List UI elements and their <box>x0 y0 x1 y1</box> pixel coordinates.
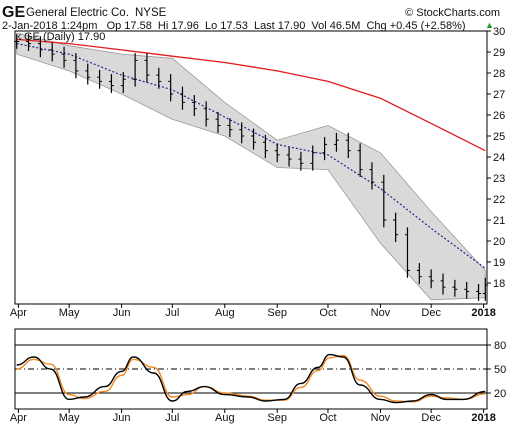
date-tick-label: Nov <box>371 307 391 319</box>
stochastic-tick-label: 20 <box>494 388 506 400</box>
price-bar <box>120 71 126 93</box>
quote-line: 2-Jan-2018 1:24pm Op 17.58 Hi 17.96 Lo 1… <box>2 20 466 32</box>
stochastic-tick-label: 80 <box>494 340 506 352</box>
date-tick-label: May <box>59 307 80 319</box>
price-tick-label: 26 <box>493 110 505 122</box>
price-bar <box>416 263 422 285</box>
price-bar <box>85 63 91 85</box>
price-bar <box>49 42 55 62</box>
price-bar <box>73 53 79 79</box>
price-bar <box>286 147 292 167</box>
ticker-symbol: GE <box>2 4 25 21</box>
price-tick-label: 21 <box>493 215 505 227</box>
price-legend: GE (Daily) 17.90 <box>24 31 105 43</box>
short-moving-average-line <box>16 43 486 269</box>
watermark: © StockCharts.com <box>405 7 500 19</box>
price-bar <box>37 36 43 58</box>
price-bar <box>440 273 446 295</box>
price-bar <box>345 132 351 159</box>
price-bar <box>476 284 482 301</box>
date-tick-label: Jun <box>113 412 131 424</box>
price-tick-label: 20 <box>493 236 505 248</box>
price-date-axis: Apr May Jun Jul Aug Sep Oct Nov Dec 2018 <box>10 304 496 319</box>
price-tick-label: 29 <box>493 47 505 59</box>
price-legend-icon: ☇ <box>17 32 22 42</box>
price-tick-label: 24 <box>493 152 505 164</box>
price-tick-label: 25 <box>493 131 505 143</box>
price-bar <box>156 67 162 89</box>
date-tick-label: Jul <box>165 307 179 319</box>
price-bar <box>482 277 488 301</box>
price-bar <box>333 132 339 152</box>
moving-averages <box>16 38 486 269</box>
price-bar <box>452 279 458 297</box>
price-bar <box>108 74 114 93</box>
up-arrow-icon: ▲ <box>485 20 494 30</box>
date-tick-label: 2018 <box>471 307 495 319</box>
price-tick-label: 23 <box>493 173 505 185</box>
date-tick-label: Apr <box>10 412 27 424</box>
price-bar <box>239 122 245 144</box>
price-bar <box>428 269 434 289</box>
date-tick-label: Apr <box>10 307 27 319</box>
price-bar <box>168 74 174 102</box>
price-bar <box>203 101 209 127</box>
price-bar <box>179 86 185 110</box>
price-tick-label: 19 <box>493 257 505 269</box>
price-bar <box>251 128 257 150</box>
company-name: General Electric Co. <box>26 7 129 19</box>
price-bar <box>274 143 280 163</box>
price-tick-label: 30 <box>493 26 505 38</box>
date-tick-label: 2018 <box>471 412 495 424</box>
date-tick-label: Oct <box>319 307 336 319</box>
date-tick-label: Jun <box>113 307 131 319</box>
price-bar <box>26 34 32 51</box>
price-bar <box>393 212 399 243</box>
stochastic-axis: 20 50 80 <box>487 340 506 400</box>
price-bar <box>144 53 150 83</box>
price-bar <box>381 174 387 228</box>
price-tick-label: 27 <box>493 89 505 101</box>
price-bar <box>464 281 470 299</box>
stochastic-lines <box>16 353 486 404</box>
price-bars <box>14 34 488 301</box>
date-tick-label: Aug <box>215 307 235 319</box>
price-bar <box>215 111 221 133</box>
price-bar <box>322 137 328 161</box>
stochastic-panel: 20 50 80 <box>14 328 506 410</box>
stochastic-k-line <box>16 353 486 404</box>
stochastic-tick-label: 50 <box>494 364 506 376</box>
price-bar <box>14 34 20 49</box>
date-tick-label: Nov <box>371 412 391 424</box>
price-bar <box>97 69 103 89</box>
date-tick-label: Dec <box>421 412 441 424</box>
date-tick-label: Sep <box>267 307 287 319</box>
date-tick-label: Dec <box>421 307 441 319</box>
long-moving-average-line <box>16 38 486 152</box>
price-bar <box>61 46 67 68</box>
price-bar <box>262 134 268 159</box>
price-tick-label: 18 <box>493 278 505 290</box>
exchange-name: NYSE <box>135 7 167 19</box>
price-tick-label: 22 <box>493 194 505 206</box>
price-bar <box>310 145 316 171</box>
price-axis: 18 19 20 21 22 23 24 25 26 27 28 29 30 <box>487 26 505 290</box>
price-bar <box>191 95 197 117</box>
date-tick-label: Sep <box>267 412 287 424</box>
price-bar <box>298 151 304 171</box>
price-bar <box>404 227 410 278</box>
price-bar <box>357 143 363 177</box>
date-tick-label: May <box>59 412 80 424</box>
price-bar <box>227 118 233 138</box>
price-bar <box>132 53 138 87</box>
date-tick-label: Jul <box>165 412 179 424</box>
stochastic-date-axis: Apr May Jun Jul Aug Sep Oct Nov Dec 2018 <box>10 409 496 424</box>
price-bar <box>369 162 375 190</box>
date-tick-label: Oct <box>319 412 336 424</box>
date-tick-label: Aug <box>215 412 235 424</box>
price-tick-label: 28 <box>493 68 505 80</box>
price-panel: 18 19 20 21 22 23 24 25 26 27 28 29 30 GE (Daily) 17… <box>14 26 505 305</box>
